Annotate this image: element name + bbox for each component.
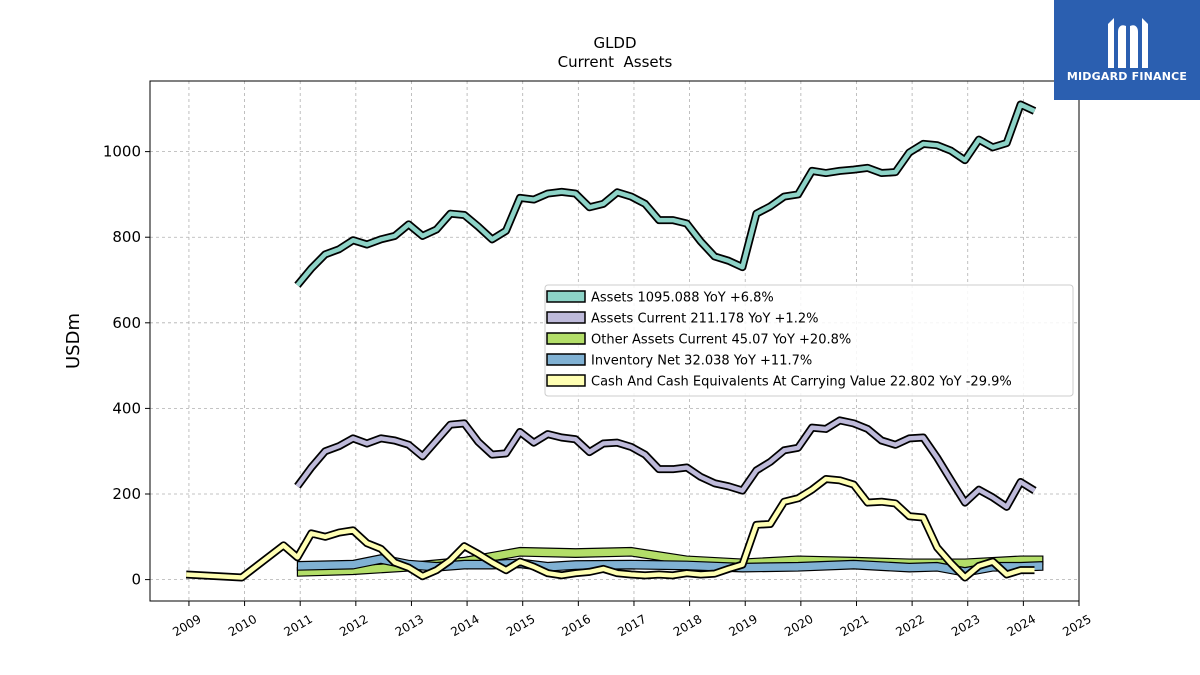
- x-tick-label: 2021: [838, 612, 871, 639]
- legend-swatch: [546, 374, 586, 387]
- y-tick-label: 400: [112, 399, 141, 417]
- legend-swatch: [546, 290, 586, 303]
- legend-entry: Cash And Cash Equivalents At Carrying Va…: [591, 375, 1012, 390]
- x-axis: 2009 2010 2011 2012 2013 2014 2015 2016 2017 2018…: [170, 601, 1094, 639]
- y-tick-label: 0: [131, 571, 141, 589]
- x-tick-label: 2015: [504, 612, 537, 639]
- plot-frame: [149, 80, 1080, 602]
- series-assets: [295, 102, 1036, 287]
- x-tick-label: 2025: [1060, 612, 1093, 639]
- chart-title: GLDD: [593, 34, 636, 52]
- x-tick-label: 2024: [1005, 612, 1038, 639]
- x-tick-label: 2009: [170, 612, 203, 639]
- line-series: [185, 100, 1037, 582]
- x-tick-label: 2020: [782, 612, 815, 639]
- series-assets-current-outline: [294, 416, 1037, 511]
- y-tick-label: 600: [112, 314, 141, 332]
- legend-entry: Inventory Net 32.038 YoY +11.7%: [591, 354, 812, 369]
- legend-swatch: [546, 353, 586, 366]
- x-tick-label: 2011: [281, 612, 314, 639]
- x-tick-label: 2019: [727, 612, 760, 639]
- legend-entry: Other Assets Current 45.07 YoY +20.8%: [591, 333, 851, 348]
- x-tick-label: 2018: [671, 612, 704, 639]
- x-tick-label: 2017: [615, 612, 648, 639]
- y-axis: 0 200 400 600 800 1000: [103, 143, 150, 589]
- y-tick-label: 200: [112, 485, 141, 503]
- x-tick-label: 2012: [337, 612, 370, 639]
- y-axis-label: USDm: [63, 313, 84, 369]
- x-tick-label: 2022: [893, 612, 926, 639]
- legend: Assets 1095.088 YoY +6.8% Assets Current …: [544, 284, 1074, 397]
- legend-swatch: [546, 332, 586, 345]
- legend-swatch: [546, 311, 586, 324]
- series-assets-current: [295, 418, 1036, 510]
- legend-entry: Assets 1095.088 YoY +6.8%: [591, 291, 774, 306]
- midgard-logo-icon: [1108, 18, 1148, 68]
- x-tick-label: 2010: [226, 612, 259, 639]
- legend-entry: Assets Current 211.178 YoY +1.2%: [591, 312, 818, 327]
- series-cash-and-cash-equivalents-at-carrying-value: [186, 476, 1035, 580]
- series-assets-outline: [294, 100, 1037, 288]
- chart-subtitle: Current Assets: [558, 53, 673, 71]
- brand-name: MIDGARD FINANCE: [1066, 70, 1188, 83]
- brand-logo: MIDGARD FINANCE: [1054, 0, 1200, 100]
- y-tick-label: 1000: [103, 143, 141, 161]
- legend-frame: [544, 284, 1074, 397]
- x-tick-label: 2023: [949, 612, 982, 639]
- x-tick-label: 2014: [448, 612, 481, 639]
- y-tick-label: 800: [112, 228, 141, 246]
- x-tick-label: 2013: [393, 612, 426, 639]
- x-tick-label: 2016: [560, 612, 593, 639]
